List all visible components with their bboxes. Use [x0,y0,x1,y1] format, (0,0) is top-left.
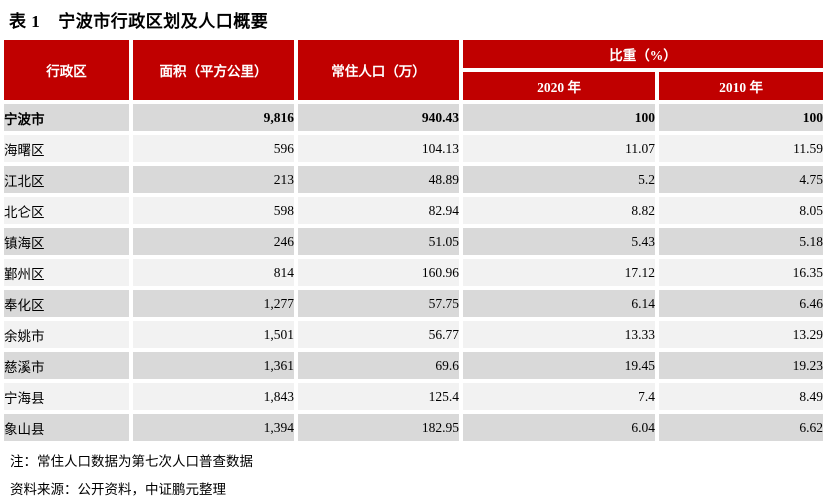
share-2020-cell: 5.43 [463,228,655,255]
population-table: 行政区 面积（平方公里） 常住人口（万） 比重（%） 2020 年 2010 年… [0,36,827,445]
col-header-share-2020: 2020 年 [463,72,655,100]
area-cell: 213 [133,166,294,193]
population-cell: 82.94 [298,197,459,224]
table-row: 鄞州区 814 160.96 17.12 16.35 [4,259,823,286]
area-cell: 1,501 [133,321,294,348]
share-2010-cell: 16.35 [659,259,823,286]
population-cell: 48.89 [298,166,459,193]
table-row: 江北区 213 48.89 5.2 4.75 [4,166,823,193]
area-cell: 598 [133,197,294,224]
table-number-label: 表 1 [9,12,41,31]
population-cell: 125.4 [298,383,459,410]
area-cell: 246 [133,228,294,255]
population-cell: 104.13 [298,135,459,162]
region-cell: 镇海区 [4,228,129,255]
table-row: 宁海县 1,843 125.4 7.4 8.49 [4,383,823,410]
table-row: 镇海区 246 51.05 5.43 5.18 [4,228,823,255]
table-title-text: 宁波市行政区划及人口概要 [58,12,269,31]
table-row: 海曙区 596 104.13 11.07 11.59 [4,135,823,162]
population-cell: 57.75 [298,290,459,317]
page-title: 表 1 宁波市行政区划及人口概要 [9,7,829,32]
area-cell: 596 [133,135,294,162]
share-2020-cell: 13.33 [463,321,655,348]
area-cell: 1,394 [133,414,294,441]
region-cell: 江北区 [4,166,129,193]
population-cell: 56.77 [298,321,459,348]
col-header-share: 比重（%） [463,40,823,68]
population-cell: 182.95 [298,414,459,441]
table-row: 北仑区 598 82.94 8.82 8.05 [4,197,823,224]
col-header-region: 行政区 [4,40,129,100]
share-2020-cell: 100 [463,104,655,131]
share-2020-cell: 17.12 [463,259,655,286]
table-row: 奉化区 1,277 57.75 6.14 6.46 [4,290,823,317]
region-cell: 余姚市 [4,321,129,348]
share-2010-cell: 13.29 [659,321,823,348]
table-row-total: 宁波市 9,816 940.43 100 100 [4,104,823,131]
area-cell: 814 [133,259,294,286]
region-cell: 宁波市 [4,104,129,131]
share-2010-cell: 100 [659,104,823,131]
share-2010-cell: 4.75 [659,166,823,193]
region-cell: 奉化区 [4,290,129,317]
share-2020-cell: 19.45 [463,352,655,379]
region-cell: 北仑区 [4,197,129,224]
population-cell: 51.05 [298,228,459,255]
region-cell: 象山县 [4,414,129,441]
share-2020-cell: 5.2 [463,166,655,193]
population-cell: 940.43 [298,104,459,131]
footnotes: 注：常住人口数据为第七次人口普查数据 资料来源：公开资料，中证鹏元整理 [10,450,829,498]
source-note: 资料来源：公开资料，中证鹏元整理 [10,482,226,497]
table-row: 余姚市 1,501 56.77 13.33 13.29 [4,321,823,348]
population-cell: 69.6 [298,352,459,379]
share-2010-cell: 6.46 [659,290,823,317]
share-2010-cell: 8.49 [659,383,823,410]
table-row: 象山县 1,394 182.95 6.04 6.62 [4,414,823,441]
share-2010-cell: 6.62 [659,414,823,441]
table-row: 慈溪市 1,361 69.6 19.45 19.23 [4,352,823,379]
share-2010-cell: 8.05 [659,197,823,224]
share-2020-cell: 6.04 [463,414,655,441]
share-2010-cell: 19.23 [659,352,823,379]
region-cell: 宁海县 [4,383,129,410]
col-header-population: 常住人口（万） [298,40,459,100]
area-cell: 1,361 [133,352,294,379]
area-cell: 9,816 [133,104,294,131]
share-2010-cell: 5.18 [659,228,823,255]
area-cell: 1,277 [133,290,294,317]
region-cell: 鄞州区 [4,259,129,286]
region-cell: 海曙区 [4,135,129,162]
region-cell: 慈溪市 [4,352,129,379]
col-header-area: 面积（平方公里） [133,40,294,100]
share-2010-cell: 11.59 [659,135,823,162]
share-2020-cell: 11.07 [463,135,655,162]
col-header-share-2010: 2010 年 [659,72,823,100]
area-cell: 1,843 [133,383,294,410]
data-note: 注：常住人口数据为第七次人口普查数据 [10,454,253,469]
share-2020-cell: 6.14 [463,290,655,317]
population-cell: 160.96 [298,259,459,286]
share-2020-cell: 7.4 [463,383,655,410]
share-2020-cell: 8.82 [463,197,655,224]
